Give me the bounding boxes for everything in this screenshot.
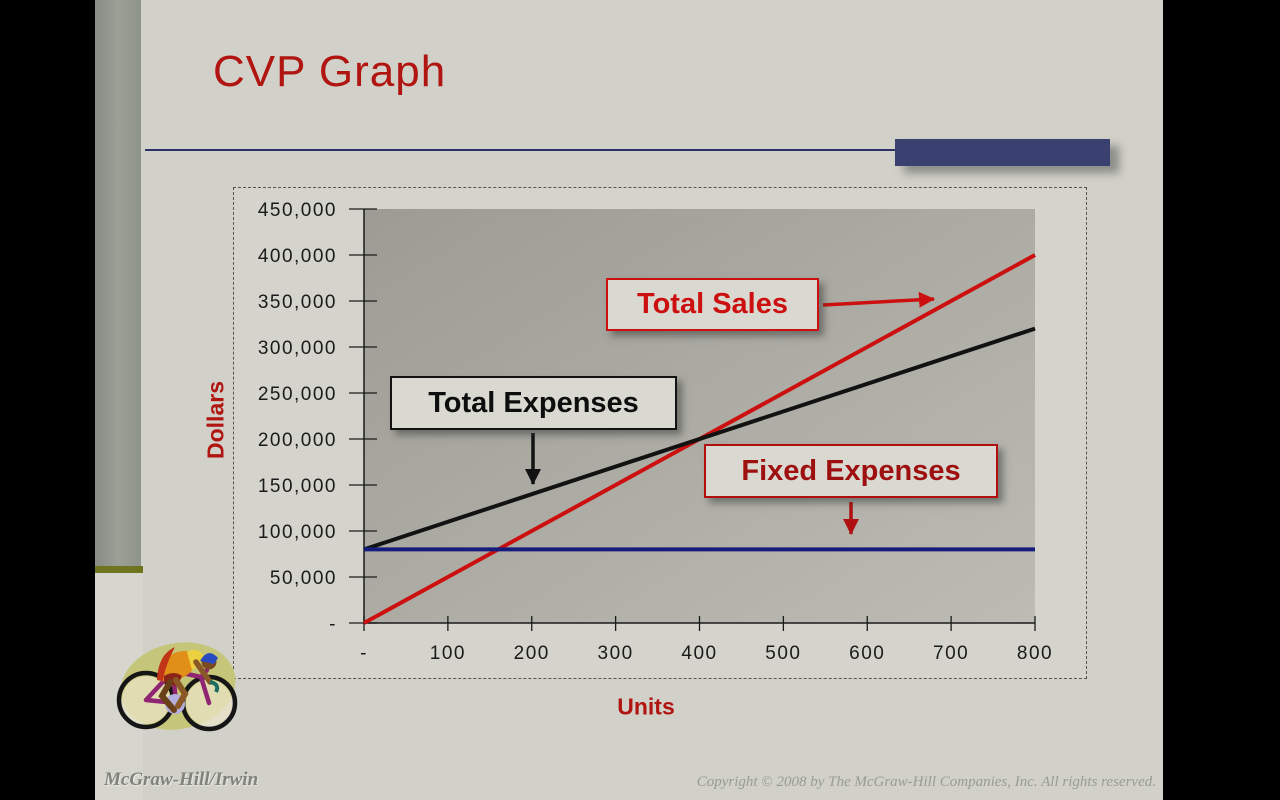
- copyright-notice: Copyright © 2008 by The McGraw-Hill Comp…: [696, 774, 1156, 790]
- svg-text:200,000: 200,000: [258, 430, 337, 451]
- left-accent-bar-foot: [95, 566, 143, 573]
- left-accent-bar: [95, 0, 141, 566]
- svg-text:350,000: 350,000: [258, 292, 337, 313]
- svg-text:100,000: 100,000: [258, 522, 337, 543]
- publisher-credit: McGraw-Hill/Irwin: [104, 769, 259, 790]
- svg-text:400: 400: [681, 643, 717, 664]
- page-title: CVP Graph: [213, 47, 447, 96]
- right-black-border: [1163, 0, 1280, 800]
- svg-text:500: 500: [765, 643, 801, 664]
- svg-text:700: 700: [933, 643, 969, 664]
- total-sales-callout: Total Sales: [606, 278, 819, 331]
- cvp-chart: - 50,000 100,000 150,000 200,000 250,000 300,0…: [233, 187, 1087, 679]
- svg-text:600: 600: [849, 643, 885, 664]
- cyclist-clipart-image: [116, 642, 238, 732]
- svg-text:250,000: 250,000: [258, 384, 337, 405]
- fixed-expenses-callout: Fixed Expenses: [704, 444, 998, 498]
- svg-text:50,000: 50,000: [270, 568, 337, 589]
- svg-text:300,000: 300,000: [258, 338, 337, 359]
- cvp-chart-canvas: - 50,000 100,000 150,000 200,000 250,000 300,0…: [258, 200, 1053, 664]
- svg-text:200: 200: [514, 643, 550, 664]
- y-axis-title: Dollars: [202, 381, 229, 459]
- svg-text:800: 800: [1017, 643, 1053, 664]
- total-expenses-callout: Total Expenses: [390, 376, 677, 430]
- total-sales-label: Total Sales: [637, 288, 788, 320]
- svg-text:300: 300: [598, 643, 634, 664]
- svg-text:-: -: [360, 643, 368, 664]
- title-divider-accent-block: [895, 139, 1110, 166]
- total-expenses-label: Total Expenses: [428, 386, 639, 419]
- svg-text:100: 100: [430, 643, 466, 664]
- svg-text:150,000: 150,000: [258, 476, 337, 497]
- svg-text:450,000: 450,000: [258, 200, 337, 221]
- title-divider-line: [145, 149, 1110, 151]
- svg-text:400,000: 400,000: [258, 246, 337, 267]
- left-black-border: [0, 0, 95, 800]
- svg-text:-: -: [329, 614, 337, 635]
- x-axis-title: Units: [617, 693, 675, 720]
- fixed-expenses-label: Fixed Expenses: [741, 454, 961, 487]
